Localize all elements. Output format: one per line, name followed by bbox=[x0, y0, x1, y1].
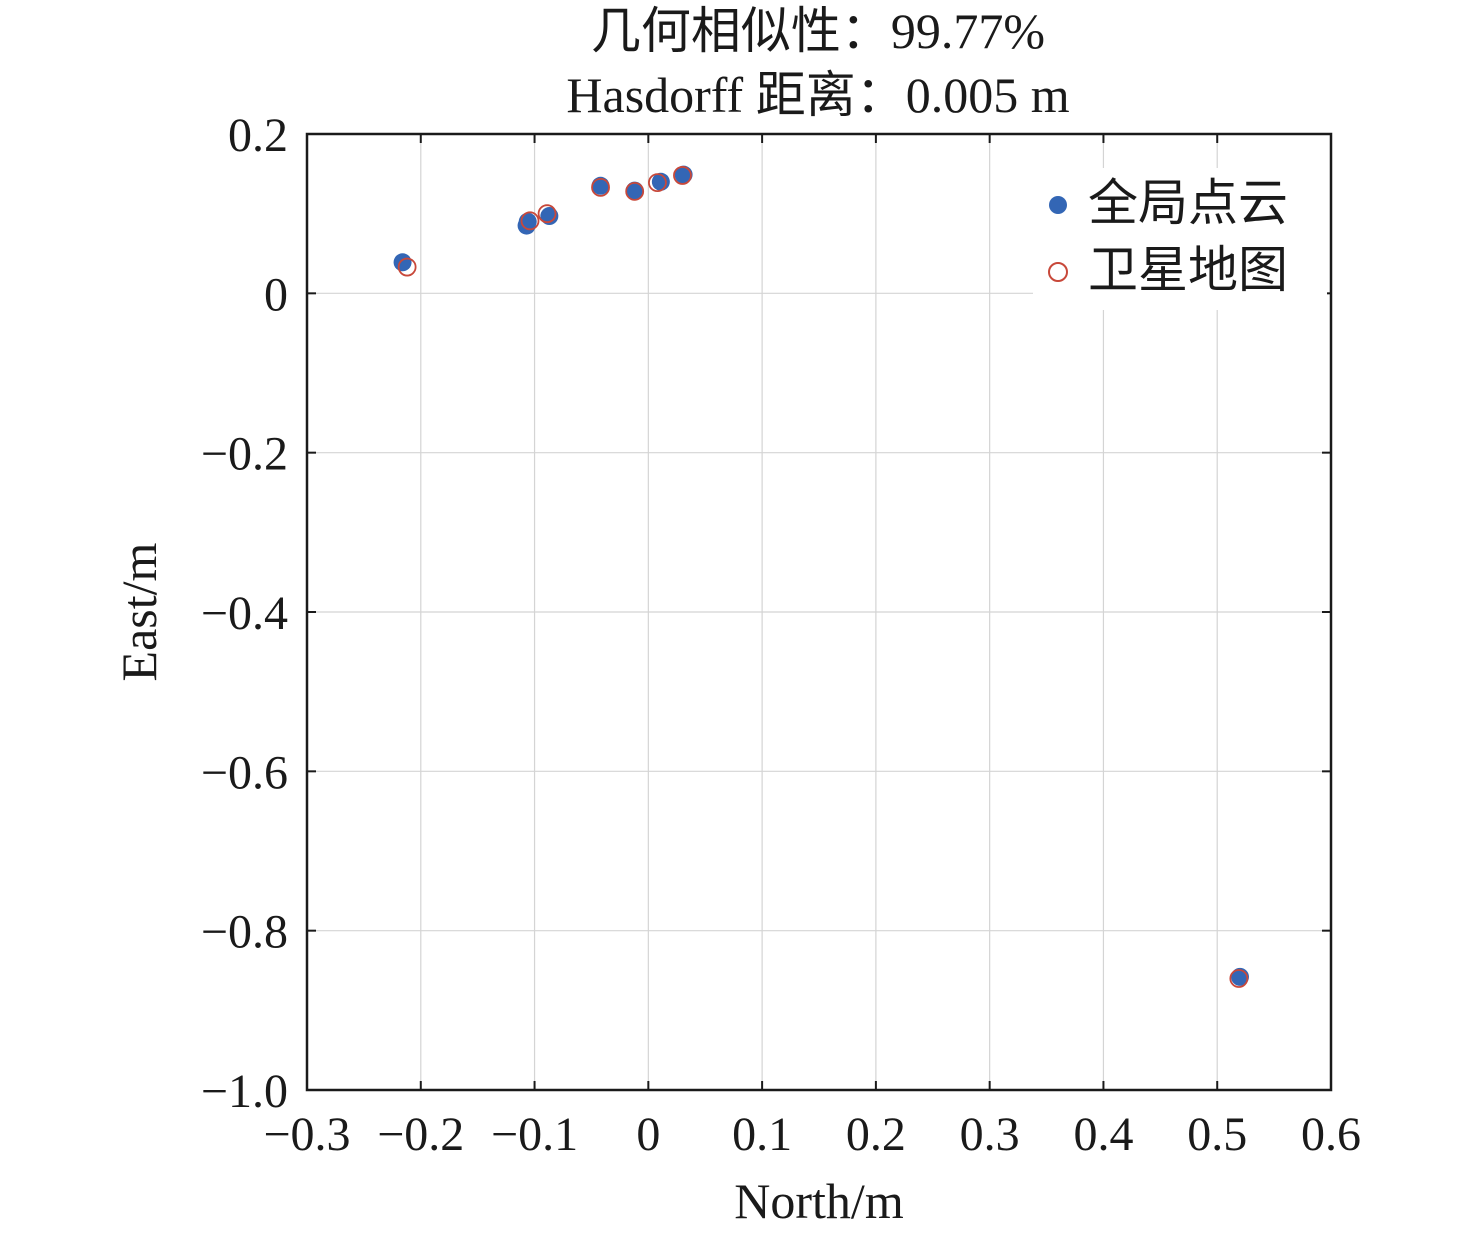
y-tick-label: 0 bbox=[264, 268, 288, 321]
point-global-pointcloud bbox=[393, 253, 412, 272]
chart-title: 几何相似性：99.77% bbox=[591, 3, 1045, 59]
y-axis-label: East/m bbox=[111, 542, 167, 681]
legend-label-satellite-map: 卫星地图 bbox=[1088, 242, 1288, 298]
x-tick-label: 0.6 bbox=[1301, 1108, 1361, 1161]
y-tick-label: −1.0 bbox=[201, 1065, 288, 1118]
x-tick-labels: −0.3 −0.2 −0.1 0 0.1 0.2 0.3 0.4 0.5 0.6 bbox=[263, 1108, 1361, 1161]
point-satellite-map bbox=[673, 166, 692, 185]
y-tick-label: 0.2 bbox=[228, 109, 288, 162]
x-tick-label: 0.5 bbox=[1187, 1108, 1247, 1161]
point-global-pointcloud bbox=[625, 181, 644, 200]
y-tick-label: −0.6 bbox=[201, 746, 288, 799]
x-tick-label: 0.4 bbox=[1073, 1108, 1133, 1161]
y-tick-label: −0.4 bbox=[201, 587, 288, 640]
legend-marker-global-pointcloud bbox=[1049, 196, 1067, 214]
point-satellite-map bbox=[591, 177, 610, 197]
x-tick-label: 0.2 bbox=[846, 1108, 906, 1161]
x-axis-label: North/m bbox=[734, 1173, 904, 1229]
data-points bbox=[393, 165, 1249, 988]
grid-lines bbox=[307, 134, 1331, 1090]
point-global-pointcloud bbox=[540, 207, 559, 226]
point-satellite-map bbox=[625, 181, 645, 201]
point-satellite-map bbox=[1229, 969, 1249, 988]
chart-subtitle: Hasdorff 距离：0.005 m bbox=[566, 67, 1069, 123]
legend: 全局点云 卫星地图 bbox=[1033, 168, 1327, 310]
point-satellite-map bbox=[520, 211, 540, 231]
x-tick-label: 0 bbox=[636, 1108, 660, 1161]
x-tick-label: −0.1 bbox=[491, 1108, 578, 1161]
y-tick-label: −0.2 bbox=[201, 428, 288, 481]
y-tick-labels: 0.2 0 −0.2 −0.4 −0.6 −0.8 −1.0 bbox=[201, 109, 288, 1118]
point-satellite-map bbox=[648, 173, 667, 192]
legend-background bbox=[1033, 168, 1327, 310]
plot-frame bbox=[305, 132, 1333, 1092]
point-satellite-map bbox=[537, 204, 557, 224]
y-tick-label: −0.8 bbox=[201, 906, 288, 959]
point-global-pointcloud bbox=[591, 176, 610, 195]
x-tick-label: 0.3 bbox=[960, 1108, 1020, 1161]
x-tick-label: 0.1 bbox=[732, 1108, 792, 1161]
x-tick-label: −0.2 bbox=[377, 1108, 464, 1161]
x-tick-label: −0.3 bbox=[263, 1108, 350, 1161]
legend-label-global-pointcloud: 全局点云 bbox=[1088, 175, 1288, 231]
point-satellite-map bbox=[397, 257, 417, 277]
legend-marker-satellite-map bbox=[1048, 262, 1068, 282]
